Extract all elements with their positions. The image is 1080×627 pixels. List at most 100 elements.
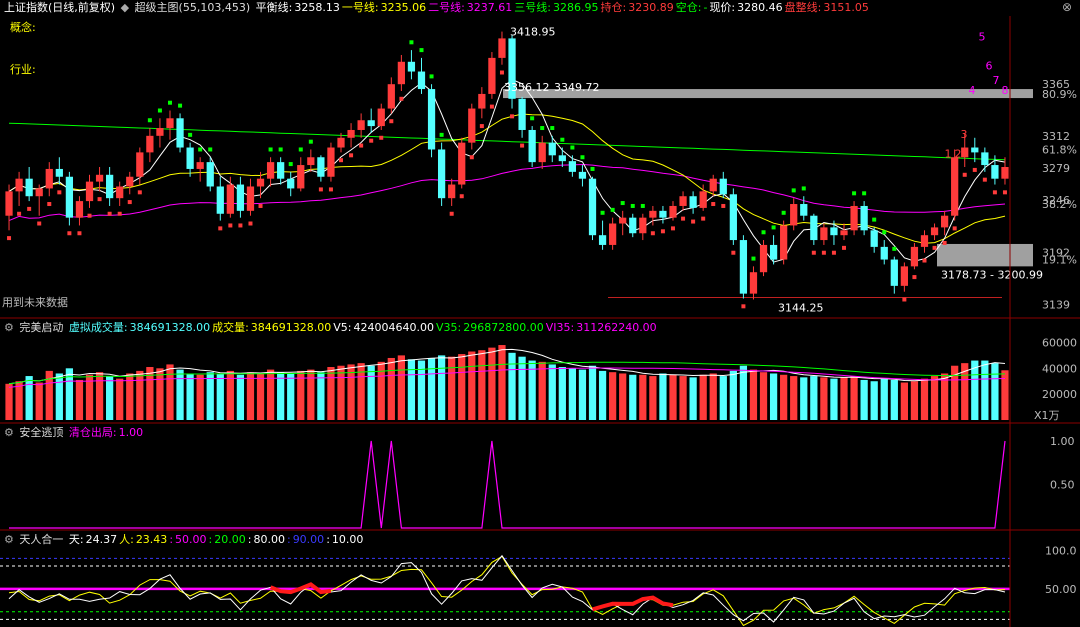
sar-dot bbox=[469, 155, 474, 160]
candle-body bbox=[216, 186, 224, 214]
candle-body bbox=[759, 244, 768, 273]
sar-dot bbox=[439, 132, 444, 137]
sar-dot bbox=[278, 147, 283, 152]
candle-body bbox=[15, 178, 23, 192]
sar-dot bbox=[77, 231, 82, 236]
volume-bar bbox=[981, 360, 989, 420]
sar-dot bbox=[691, 219, 696, 224]
main-label-1: 一号线: bbox=[341, 1, 379, 14]
candle-body bbox=[226, 184, 234, 214]
volume-bar bbox=[820, 377, 828, 420]
volume-bar bbox=[900, 382, 908, 420]
volume-panel[interactable]: 60000 40000 20000 X1万 bbox=[5, 336, 1077, 422]
close-icon[interactable]: ⊗ bbox=[1062, 0, 1073, 14]
volume-bar bbox=[377, 361, 385, 420]
signal-header: ⚙ 安全逃顶 清仓出局: 1.00 bbox=[4, 425, 147, 441]
sar-dot bbox=[902, 297, 907, 302]
sar-dot bbox=[379, 135, 384, 140]
vol-value-4: 311262240.00 bbox=[576, 321, 657, 334]
sar-dot bbox=[67, 231, 72, 236]
sar-dot bbox=[550, 126, 555, 131]
sar-dot bbox=[580, 155, 585, 160]
candle-body bbox=[840, 230, 848, 236]
volume-bar bbox=[920, 378, 929, 420]
volume-bar bbox=[407, 359, 416, 420]
volume-bar bbox=[246, 372, 255, 420]
signal-indicator-name[interactable]: 安全逃顶 bbox=[19, 426, 64, 439]
signal-panel[interactable]: 1.00 0.50 bbox=[9, 435, 1075, 529]
volume-bar bbox=[478, 350, 486, 420]
gear-icon[interactable]: ⚙ bbox=[4, 321, 14, 334]
candle-body bbox=[25, 178, 33, 197]
candle-body bbox=[206, 162, 214, 187]
candle-body bbox=[538, 142, 546, 163]
sar-dot bbox=[369, 138, 374, 143]
sig-label-0: 清仓出局: bbox=[68, 426, 117, 439]
main-indicator-values: 平衡线: 3258.13 一号线: 3235.06 二号线: 3237.61 三号线: 328… bbox=[256, 1, 871, 14]
volume-indicator-name[interactable]: 完美启动 bbox=[19, 321, 64, 334]
volume-bar bbox=[739, 365, 748, 420]
volume-bar bbox=[317, 372, 325, 420]
candle-body bbox=[337, 137, 345, 148]
candle-body bbox=[45, 168, 53, 189]
candle-body bbox=[156, 128, 164, 136]
volume-bar bbox=[538, 361, 546, 420]
oscillator-panel[interactable]: 100.0 50.00 bbox=[0, 545, 1077, 627]
panel-frame bbox=[0, 16, 1080, 627]
sar-dot bbox=[842, 245, 847, 250]
low-annotation: 3144.25 bbox=[778, 301, 824, 314]
oscillator-indicator-name[interactable]: 天人合一 bbox=[19, 533, 64, 546]
candle-body bbox=[95, 174, 104, 182]
price-tick-label: 3139 bbox=[1042, 298, 1070, 311]
candle-body bbox=[528, 129, 536, 163]
sar-dot bbox=[499, 70, 504, 75]
volume-bar bbox=[488, 347, 496, 420]
main-price-panel[interactable]: 33653312327932463192313980.9%61.8%38.2%1… bbox=[5, 26, 1077, 315]
candle-body bbox=[327, 147, 335, 177]
main-value-6: 3280.46 bbox=[737, 1, 783, 14]
candle-body bbox=[679, 196, 687, 206]
gear-icon[interactable]: ⚙ bbox=[4, 533, 14, 546]
volume-bar bbox=[890, 379, 898, 420]
sar-dot bbox=[791, 188, 796, 193]
sar-dot bbox=[429, 74, 434, 79]
indicator-name[interactable]: 超级主图(55,103,453) bbox=[134, 1, 251, 14]
volume-bar bbox=[528, 360, 536, 420]
oscillator-indicator-values: 天: 24.37 人: 23.43:50.00:20.00:80.00:90.00:1… bbox=[69, 533, 366, 546]
sar-dot bbox=[570, 145, 575, 150]
candle-body bbox=[277, 162, 285, 179]
candle-body bbox=[126, 176, 134, 187]
candle-body bbox=[971, 147, 979, 153]
volume-bar bbox=[800, 377, 808, 420]
price-tick-label: 3312 bbox=[1042, 130, 1070, 143]
candle-body bbox=[437, 149, 446, 199]
sar-dot bbox=[872, 217, 877, 222]
volume-bar bbox=[387, 357, 395, 420]
osc-value-0: 24.37 bbox=[85, 533, 118, 546]
ren-line bbox=[8, 555, 1006, 627]
fib-pct-label: 19.1% bbox=[1042, 254, 1077, 267]
candle-body bbox=[578, 171, 587, 179]
gear-icon[interactable]: ⚙ bbox=[4, 426, 14, 439]
sar-dot bbox=[811, 250, 816, 255]
sar-dot bbox=[389, 119, 394, 124]
candle-body bbox=[136, 152, 144, 177]
candle-body bbox=[85, 181, 94, 202]
candle-body bbox=[196, 162, 204, 169]
sar-dot bbox=[952, 226, 957, 231]
future-data-note: 用到未来数据 bbox=[2, 296, 68, 309]
candle-body bbox=[387, 84, 395, 109]
main-value-3: 3286.95 bbox=[553, 1, 599, 14]
sar-dot bbox=[17, 211, 22, 216]
symbol-title[interactable]: 上证指数(日线,前复权) bbox=[4, 1, 116, 14]
candle-body bbox=[287, 178, 295, 189]
volume-bar bbox=[568, 368, 577, 420]
volume-bar bbox=[427, 357, 436, 420]
candle-body bbox=[830, 227, 838, 236]
sar-dot bbox=[188, 132, 193, 137]
chevron-down-icon[interactable]: ◆ bbox=[120, 1, 130, 14]
volume-bar bbox=[971, 360, 979, 420]
osc-value-6: 10.00 bbox=[331, 533, 364, 546]
vol-label-3: V35: bbox=[436, 321, 462, 334]
sar-dot bbox=[127, 200, 132, 205]
